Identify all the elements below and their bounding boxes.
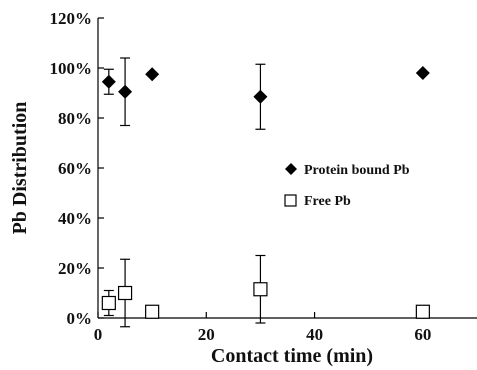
x-tick-label: 40 (306, 325, 323, 344)
data-point-square (101, 295, 116, 311)
data-point-diamond (253, 89, 268, 104)
data-point-square (145, 304, 160, 319)
legend-item-protein-bound: Protein bound Pb (285, 163, 410, 178)
y-tick-label: 80% (58, 109, 92, 128)
data-series (101, 57, 430, 328)
legend-diamond-marker (285, 163, 297, 175)
x-tick-label: 20 (198, 325, 215, 344)
data-point-square (117, 285, 133, 301)
x-axis-ticks: 0 20 40 60 (94, 312, 431, 344)
y-tick-label: 0% (67, 309, 93, 328)
y-tick-label: 20% (58, 259, 92, 278)
data-point-square (415, 304, 430, 319)
data-point-diamond (145, 67, 160, 82)
legend: Protein bound Pb Free Pb (284, 163, 410, 209)
x-tick-label: 60 (414, 325, 431, 344)
legend-item-free-pb: Free Pb (284, 194, 351, 209)
y-tick-label: 100% (50, 59, 93, 78)
y-axis-ticks: 0% 20% 40% 60% 80% 100% 120% (50, 9, 104, 328)
legend-label-protein-bound: Protein bound Pb (304, 163, 410, 178)
data-point-diamond (101, 74, 116, 89)
x-axis-title: Contact time (min) (211, 345, 373, 367)
series-protein-bound-pb (101, 57, 430, 130)
data-point-diamond (118, 84, 133, 99)
legend-square-marker (284, 194, 297, 207)
y-axis-title: Pb Distribution (9, 102, 31, 235)
legend-label-free-pb: Free Pb (304, 194, 351, 209)
y-tick-label: 60% (58, 159, 92, 178)
y-tick-label: 120% (50, 9, 93, 28)
data-point-diamond (415, 66, 430, 80)
series-free-pb (101, 254, 430, 328)
y-tick-label: 40% (58, 209, 92, 228)
x-tick-label: 0 (94, 325, 103, 344)
data-point-square (253, 282, 268, 297)
